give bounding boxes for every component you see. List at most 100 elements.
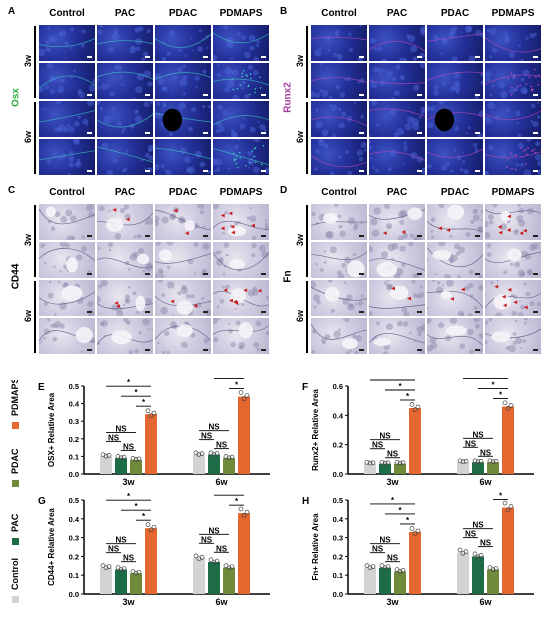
micrograph-tile <box>426 203 484 241</box>
significance-star: * <box>134 502 138 511</box>
row-divider <box>306 102 308 174</box>
y-tick-label: 0.0 <box>333 470 343 479</box>
bar <box>472 462 484 474</box>
data-point <box>370 564 376 570</box>
data-point <box>505 507 511 513</box>
row-label: 6w <box>23 131 33 144</box>
column-header: PDMAPS <box>491 187 535 198</box>
scale-bar <box>203 170 208 172</box>
scale-bar <box>87 94 92 96</box>
column-header: PAC <box>114 8 136 19</box>
column-header: PDAC <box>168 8 198 19</box>
micrograph-tile <box>484 203 542 241</box>
column-header: PDAC <box>440 8 470 19</box>
row-label: 6w <box>23 310 33 323</box>
y-axis-label: CD44+ Relative Area <box>47 508 56 586</box>
significance-star: * <box>142 512 146 521</box>
bar <box>502 507 514 594</box>
scale-bar <box>87 311 92 313</box>
micrograph-tile <box>154 279 212 317</box>
data-point <box>199 451 205 456</box>
scale-bar <box>417 349 422 351</box>
column-header: PAC <box>114 187 136 198</box>
ns-label: NS <box>208 423 220 432</box>
ns-label: NS <box>387 450 399 459</box>
svg-text:Control: Control <box>10 558 20 590</box>
micrograph-tile <box>38 241 96 279</box>
column-header: PAC <box>386 8 408 19</box>
data-point <box>118 455 124 461</box>
bar <box>379 567 391 594</box>
data-point <box>106 453 112 458</box>
y-tick-label: 0.1 <box>333 571 343 580</box>
chart-h: HFn+ Relative Area0.00.10.20.30.40.53w**… <box>302 492 534 607</box>
row-divider <box>306 281 308 353</box>
data-point <box>505 405 511 411</box>
bar <box>487 462 499 474</box>
bar <box>502 406 514 474</box>
x-tick-label: 3w <box>386 597 399 607</box>
panel-letter: G <box>38 496 46 507</box>
micrograph-tile <box>96 317 154 355</box>
panel-letter: A <box>8 6 16 17</box>
significance-star: * <box>484 378 488 380</box>
data-point <box>508 504 514 509</box>
column-header: PDAC <box>168 187 198 198</box>
significance-star: * <box>391 378 395 381</box>
scale-bar <box>533 273 538 275</box>
ns-label: NS <box>208 526 220 535</box>
data-point <box>490 459 496 465</box>
column-header: PDMAPS <box>219 8 263 19</box>
scale-bar <box>145 235 150 237</box>
micrograph-tile <box>484 62 542 100</box>
bar <box>115 458 127 474</box>
data-point <box>136 456 142 462</box>
x-tick-label: 6w <box>215 597 228 607</box>
scale-bar <box>261 56 266 58</box>
y-tick-label: 0.0 <box>333 590 343 599</box>
panel-letter: E <box>38 382 45 393</box>
micrograph-tile <box>426 100 484 138</box>
micrograph-tile <box>212 241 270 279</box>
row-label: 3w <box>23 55 33 68</box>
panel-letter: B <box>280 6 288 17</box>
x-tick-label: 6w <box>479 597 492 607</box>
micrograph-tile <box>426 241 484 279</box>
data-point <box>472 551 478 557</box>
bar <box>409 531 421 594</box>
y-tick-label: 0.1 <box>69 452 79 461</box>
bar <box>208 454 220 474</box>
scale-bar <box>145 56 150 58</box>
significance-star: * <box>142 398 146 407</box>
data-point <box>457 547 463 553</box>
ns-label: NS <box>372 441 384 450</box>
scale-bar <box>87 132 92 134</box>
scale-bar <box>87 56 92 58</box>
scale-bar <box>417 311 422 313</box>
bar <box>223 458 235 474</box>
data-point <box>409 526 415 531</box>
y-axis-label: Runx2+ Relative Area <box>311 389 320 471</box>
legend-item: PDMAPS <box>10 380 20 429</box>
bar <box>193 558 205 594</box>
micrograph-tile <box>310 241 368 279</box>
significance-star: * <box>227 492 231 496</box>
data-point <box>385 460 391 466</box>
x-tick-label: 3w <box>122 597 135 607</box>
data-point <box>115 454 121 459</box>
bar <box>115 569 127 594</box>
ns-label: NS <box>372 545 384 554</box>
significance-star: * <box>235 381 239 390</box>
data-point <box>145 522 151 527</box>
y-tick-label: 0.0 <box>69 470 79 479</box>
bar <box>487 569 499 594</box>
micrograph-tile <box>484 279 542 317</box>
significance-star: * <box>398 382 402 391</box>
micrograph-tile <box>484 317 542 355</box>
data-point <box>367 460 373 466</box>
data-point <box>241 396 247 402</box>
legend-item: PAC <box>10 513 20 545</box>
bar <box>130 459 142 474</box>
